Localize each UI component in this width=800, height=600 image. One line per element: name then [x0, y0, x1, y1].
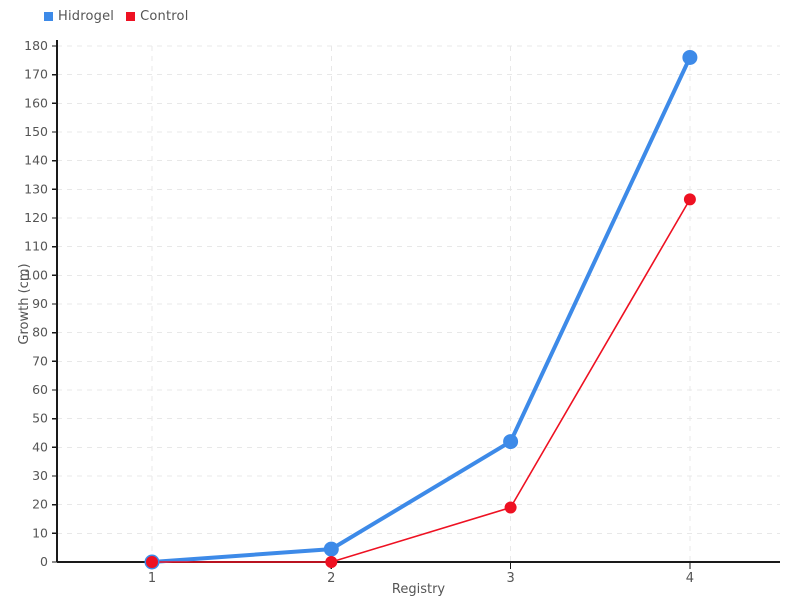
- data-point[interactable]: [503, 434, 519, 450]
- y-tick-label: 70: [32, 353, 48, 368]
- y-axis-ticks: 0 10 20 30 40 50 60 70 80 90 100 110 120 130 140 150 160…: [24, 38, 57, 569]
- data-point[interactable]: [146, 556, 158, 568]
- y-tick-label: 130: [24, 181, 48, 196]
- x-tick-label: 2: [327, 571, 335, 586]
- y-axis-title: Growth (cm): [17, 263, 32, 344]
- y-tick-label: 40: [32, 439, 48, 454]
- x-tick-label: 3: [506, 571, 514, 586]
- y-tick-label: 60: [32, 382, 48, 397]
- y-tick-label: 120: [24, 210, 48, 225]
- gridlines: [57, 45, 780, 534]
- data-point[interactable]: [504, 501, 517, 514]
- series-lines: [150, 55, 692, 564]
- data-point[interactable]: [325, 556, 338, 568]
- data-point[interactable]: [323, 541, 339, 557]
- series-line-hidrogel: [150, 55, 692, 564]
- y-tick-label: 20: [32, 497, 48, 512]
- x-axis-title: Registry: [392, 582, 446, 597]
- series-line-control: [151, 198, 691, 563]
- x-tick-label: 1: [148, 571, 156, 586]
- y-tick-label: 90: [32, 296, 48, 311]
- x-tick-label: 4: [686, 571, 694, 586]
- y-tick-label: 140: [24, 153, 48, 168]
- y-tick-label: 0: [40, 554, 48, 569]
- series-points: [144, 49, 698, 570]
- y-tick-label: 110: [24, 239, 48, 254]
- y-tick-label: 170: [24, 67, 48, 82]
- data-point[interactable]: [683, 193, 696, 206]
- data-point[interactable]: [682, 49, 698, 65]
- y-tick-label: 160: [24, 95, 48, 110]
- x-gridlines: [151, 46, 691, 562]
- y-tick-label: 30: [32, 468, 48, 483]
- y-tick-label: 10: [32, 525, 48, 540]
- y-tick-label: 100: [24, 267, 48, 282]
- y-tick-label: 50: [32, 411, 48, 426]
- y-tick-label: 180: [24, 38, 48, 53]
- y-tick-label: 150: [24, 124, 48, 139]
- y-tick-label: 80: [32, 325, 48, 340]
